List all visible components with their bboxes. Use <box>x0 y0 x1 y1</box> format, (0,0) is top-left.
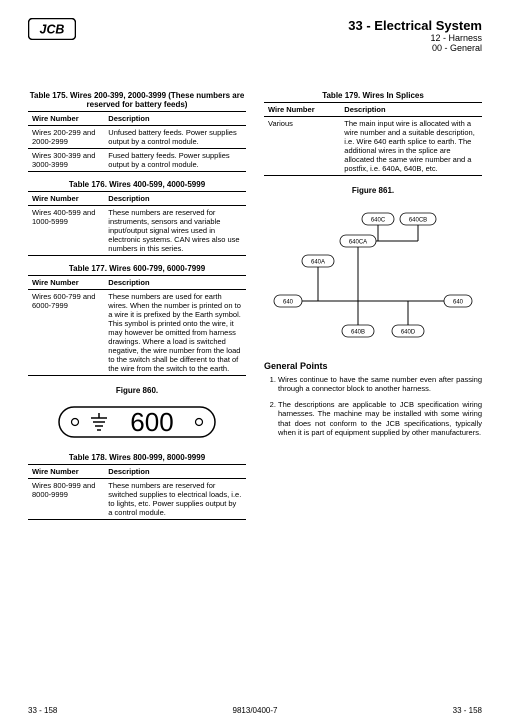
left-column: Table 175. Wires 200-399, 2000-3999 (The… <box>28 83 246 520</box>
col-header: Wire Number <box>28 465 104 479</box>
table-177-caption: Table 177. Wires 600-799, 6000-7999 <box>28 264 246 273</box>
col-header: Wire Number <box>28 192 104 206</box>
section-title: 33 - Electrical System <box>348 18 482 33</box>
node-640d: 640D <box>401 330 416 336</box>
col-header: Description <box>340 103 482 117</box>
table-cell: The main input wire is allocated with a … <box>340 117 482 176</box>
footer-left: 33 - 158 <box>28 706 57 715</box>
table-179-caption: Table 179. Wires In Splices <box>264 91 482 100</box>
col-header: Description <box>104 276 246 290</box>
table-177: Wire NumberDescription Wires 600-799 and… <box>28 275 246 376</box>
list-item: Wires continue to have the same number e… <box>278 375 482 394</box>
table-175-caption: Table 175. Wires 200-399, 2000-3999 (The… <box>28 91 246 109</box>
right-column: Table 179. Wires In Splices Wire NumberD… <box>264 83 482 520</box>
table-cell: These numbers are reserved for switched … <box>104 479 246 520</box>
table-cell: Wires 400-599 and 1000-5999 <box>28 206 104 256</box>
table-178: Wire NumberDescription Wires 800-999 and… <box>28 464 246 520</box>
table-176: Wire NumberDescription Wires 400-599 and… <box>28 191 246 256</box>
table-cell: Various <box>264 117 340 176</box>
figure-861: 640 640 640A 640CA 640C 640CB 640B 640D <box>264 201 482 351</box>
table-cell: These numbers are used for earth wires. … <box>104 290 246 376</box>
figure-861-label: Figure 861. <box>264 186 482 195</box>
figure-860-label: Figure 860. <box>28 386 246 395</box>
general-points-list: Wires continue to have the same number e… <box>264 375 482 437</box>
col-header: Description <box>104 192 246 206</box>
node-640c: 640C <box>371 218 386 224</box>
header-titles: 33 - Electrical System 12 - Harness 00 -… <box>348 18 482 53</box>
table-cell: Unfused battery feeds. Power supplies ou… <box>104 126 246 149</box>
jcb-logo: JCB <box>28 18 76 40</box>
svg-text:JCB: JCB <box>40 22 65 36</box>
table-175: Wire NumberDescription Wires 200-299 and… <box>28 111 246 172</box>
table-cell: Wires 800-999 and 8000-9999 <box>28 479 104 520</box>
page-footer: 33 - 158 9813/0400-7 33 - 158 <box>28 706 482 715</box>
node-640b: 640B <box>351 330 365 336</box>
table-179: Wire NumberDescription VariousThe main i… <box>264 102 482 176</box>
node-640a: 640A <box>311 260 325 266</box>
table-cell: Wires 300-399 and 3000-3999 <box>28 149 104 172</box>
col-header: Wire Number <box>28 112 104 126</box>
table-cell: Fused battery feeds. Power supplies outp… <box>104 149 246 172</box>
col-header: Description <box>104 465 246 479</box>
col-header: Wire Number <box>264 103 340 117</box>
node-640r: 640 <box>453 300 464 306</box>
table-cell: Wires 200-299 and 2000-2999 <box>28 126 104 149</box>
list-item: The descriptions are applicable to JCB s… <box>278 400 482 438</box>
section-sub2: 00 - General <box>348 43 482 53</box>
node-640ca: 640CA <box>349 240 367 246</box>
footer-mid: 9813/0400-7 <box>233 706 278 715</box>
col-header: Wire Number <box>28 276 104 290</box>
page-header: JCB 33 - Electrical System 12 - Harness … <box>28 18 482 53</box>
figure-860: 600 <box>28 401 246 443</box>
node-640: 640 <box>283 300 294 306</box>
table-cell: These numbers are reserved for instrumen… <box>104 206 246 256</box>
table-176-caption: Table 176. Wires 400-599, 4000-5999 <box>28 180 246 189</box>
table-cell: Wires 600-799 and 6000-7999 <box>28 290 104 376</box>
general-points-heading: General Points <box>264 361 482 371</box>
content-columns: Table 175. Wires 200-399, 2000-3999 (The… <box>28 83 482 520</box>
node-640cb: 640CB <box>409 218 427 224</box>
col-header: Description <box>104 112 246 126</box>
section-sub1: 12 - Harness <box>348 33 482 43</box>
footer-right: 33 - 158 <box>453 706 482 715</box>
figure-860-text: 600 <box>130 407 173 437</box>
table-178-caption: Table 178. Wires 800-999, 8000-9999 <box>28 453 246 462</box>
